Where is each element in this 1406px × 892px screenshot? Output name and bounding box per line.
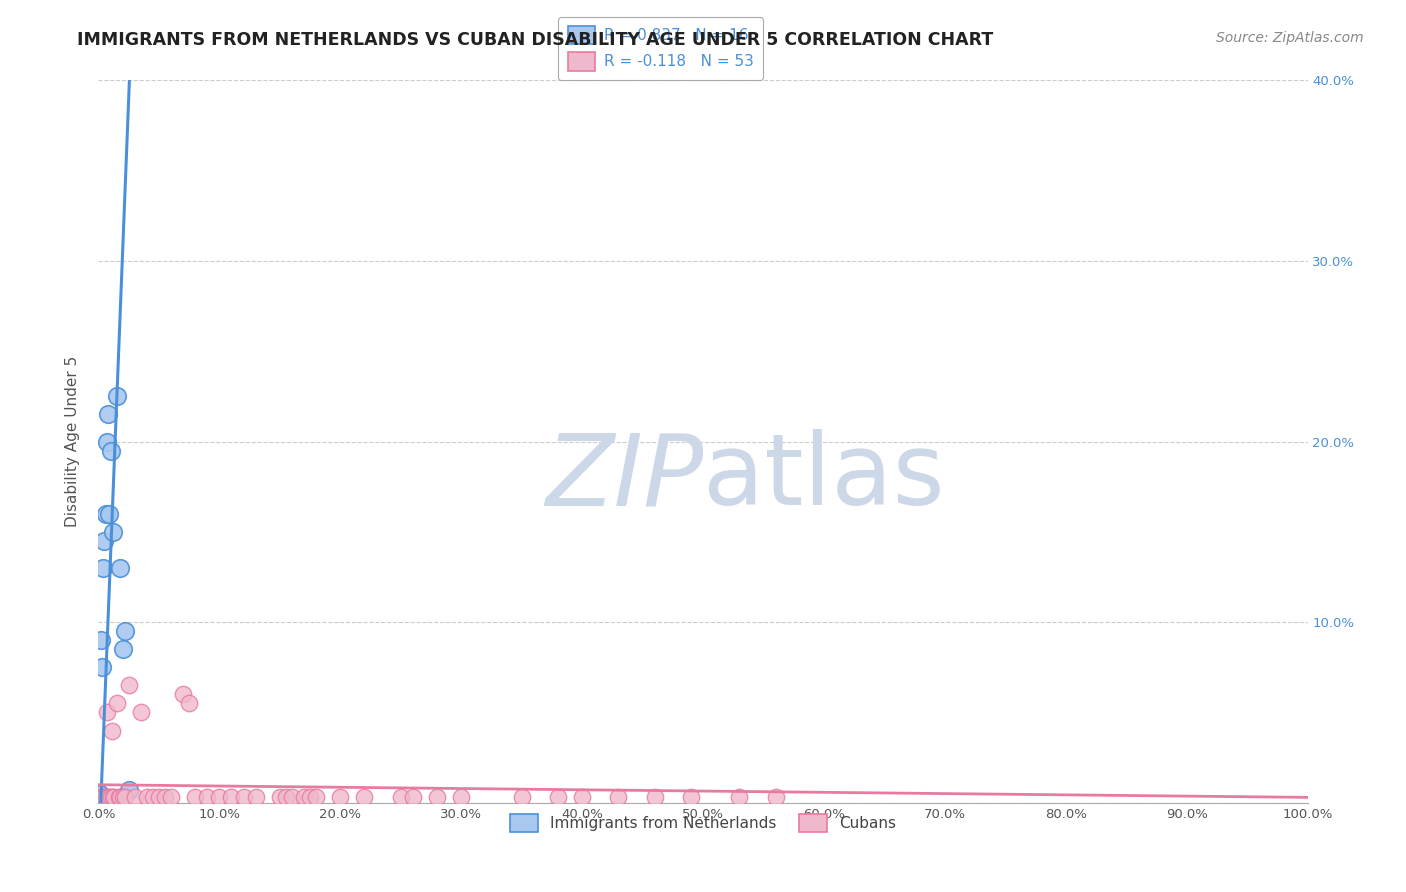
Point xyxy=(135,790,157,805)
Text: IMMIGRANTS FROM NETHERLANDS VS CUBAN DISABILITY AGE UNDER 5 CORRELATION CHART: IMMIGRANTS FROM NETHERLANDS VS CUBAN DIS… xyxy=(77,31,994,49)
Point xyxy=(245,790,267,805)
Point xyxy=(153,790,176,805)
Point xyxy=(100,790,122,805)
Point xyxy=(129,706,152,720)
Point xyxy=(765,790,787,805)
Point xyxy=(607,790,630,805)
Point xyxy=(232,790,254,805)
Point xyxy=(221,790,243,805)
Point xyxy=(89,787,111,801)
Point xyxy=(93,533,115,548)
Text: ZIP: ZIP xyxy=(544,429,703,526)
Point xyxy=(111,642,134,657)
Point xyxy=(101,790,124,805)
Point xyxy=(91,790,114,805)
Point xyxy=(96,706,118,720)
Point xyxy=(148,790,170,805)
Point xyxy=(105,389,128,403)
Point xyxy=(97,790,120,805)
Point xyxy=(305,790,328,805)
Legend: Immigrants from Netherlands, Cubans: Immigrants from Netherlands, Cubans xyxy=(503,807,903,838)
Point xyxy=(510,790,533,805)
Point xyxy=(90,633,112,648)
Point xyxy=(426,790,449,805)
Point xyxy=(402,790,425,805)
Point xyxy=(98,790,121,805)
Point xyxy=(184,790,207,805)
Point xyxy=(111,790,134,805)
Point xyxy=(91,660,114,674)
Point xyxy=(114,624,136,639)
Point xyxy=(101,524,124,539)
Point xyxy=(94,507,117,521)
Point xyxy=(91,790,114,805)
Point xyxy=(195,790,218,805)
Point xyxy=(91,561,114,575)
Point xyxy=(353,790,375,805)
Point xyxy=(547,790,569,805)
Point xyxy=(100,443,122,458)
Text: atlas: atlas xyxy=(703,429,945,526)
Point xyxy=(108,561,131,575)
Y-axis label: Disability Age Under 5: Disability Age Under 5 xyxy=(65,356,80,527)
Point xyxy=(90,790,112,805)
Point xyxy=(124,790,146,805)
Point xyxy=(679,790,702,805)
Point xyxy=(118,783,141,797)
Point xyxy=(292,790,315,805)
Point xyxy=(103,790,125,805)
Point xyxy=(105,697,128,711)
Point xyxy=(389,790,412,805)
Point xyxy=(172,687,194,701)
Point xyxy=(142,790,165,805)
Point xyxy=(281,790,304,805)
Point xyxy=(97,408,120,422)
Point xyxy=(118,678,141,692)
Point xyxy=(274,790,297,805)
Point xyxy=(329,790,352,805)
Point xyxy=(208,790,231,805)
Point xyxy=(269,790,291,805)
Point xyxy=(644,790,666,805)
Point xyxy=(100,723,122,738)
Point xyxy=(450,790,472,805)
Point xyxy=(98,507,121,521)
Point xyxy=(108,790,131,805)
Point xyxy=(728,790,751,805)
Point xyxy=(571,790,593,805)
Point xyxy=(96,434,118,449)
Point xyxy=(179,697,201,711)
Point xyxy=(299,790,322,805)
Point xyxy=(93,790,115,805)
Point xyxy=(108,790,131,805)
Point xyxy=(160,790,183,805)
Point xyxy=(94,790,117,805)
Text: Source: ZipAtlas.com: Source: ZipAtlas.com xyxy=(1216,31,1364,45)
Point xyxy=(114,790,136,805)
